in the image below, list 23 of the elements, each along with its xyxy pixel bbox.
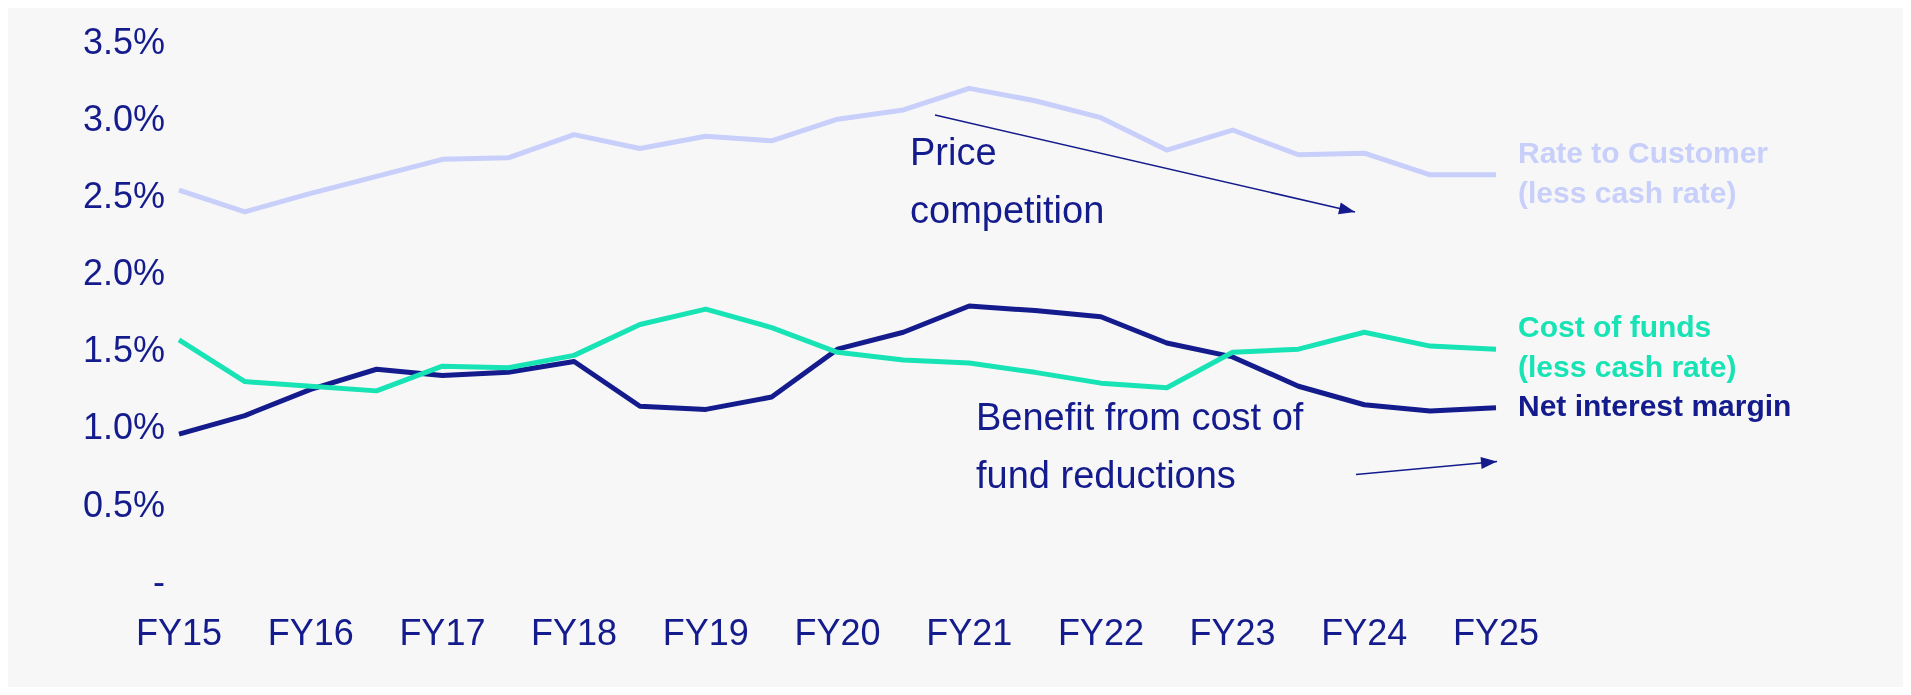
annotation: Price competition	[910, 131, 1105, 232]
x-tick-label: FY25	[1452, 612, 1540, 654]
y-tick-label: 3.5%	[82, 20, 165, 62]
x-tick-label: FY16	[267, 612, 354, 654]
series-label: Cost of funds (less cash rate)	[1518, 310, 1737, 384]
x-tick-label: FY23	[1189, 612, 1276, 654]
series-label: Net interest margin	[1518, 389, 1792, 423]
y-tick-label: 0.5%	[82, 483, 165, 525]
x-tick-label: FY15	[135, 612, 223, 654]
y-tick-label: -	[153, 560, 165, 602]
y-tick-label: 2.5%	[82, 174, 165, 216]
x-tick-label: FY17	[399, 612, 486, 654]
x-tick-label: FY20	[794, 612, 881, 654]
x-tick-label: FY19	[662, 612, 749, 654]
x-tick-label: FY22	[1057, 612, 1144, 654]
x-tick-label: FY21	[926, 612, 1013, 654]
annotation: Benefit from cost of fund reductions	[976, 396, 1304, 497]
y-tick-label: 2.0%	[82, 252, 165, 294]
y-tick-label: 3.0%	[82, 97, 165, 139]
y-tick-label: 1.0%	[82, 406, 165, 448]
y-tick-label: 1.5%	[82, 329, 165, 371]
x-tick-label: FY18	[531, 612, 618, 654]
x-tick-label: FY24	[1321, 612, 1408, 654]
